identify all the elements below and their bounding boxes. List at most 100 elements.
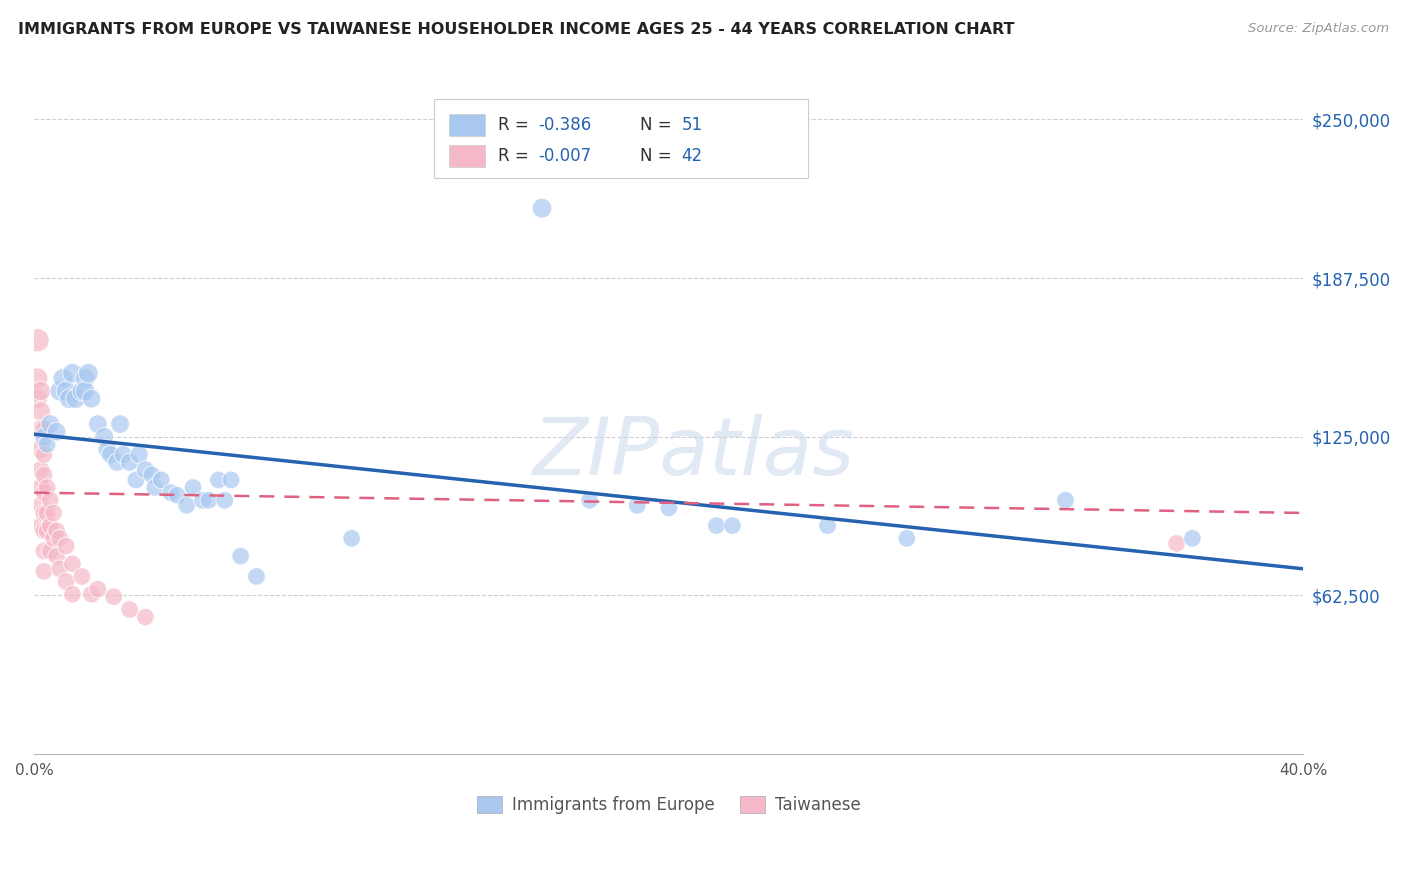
Text: 51: 51 xyxy=(682,117,703,135)
Point xyxy=(150,473,173,487)
Text: R =: R = xyxy=(498,146,533,165)
Text: -0.007: -0.007 xyxy=(538,146,592,165)
Point xyxy=(191,493,214,508)
Point xyxy=(721,518,744,533)
Point xyxy=(32,485,55,500)
Point xyxy=(1054,493,1077,508)
Point xyxy=(578,493,600,508)
Point xyxy=(219,473,242,487)
Point xyxy=(658,500,681,515)
Point xyxy=(340,532,363,546)
Point xyxy=(32,524,55,538)
Point xyxy=(35,437,58,451)
Point xyxy=(706,518,728,533)
Point xyxy=(58,392,80,406)
Point xyxy=(55,539,77,553)
Point xyxy=(39,417,62,431)
Point xyxy=(134,610,156,624)
Point xyxy=(27,392,49,406)
Point xyxy=(45,524,67,538)
Point xyxy=(30,404,52,418)
Point xyxy=(80,587,103,601)
Point xyxy=(70,569,93,583)
Point xyxy=(32,422,55,436)
Point xyxy=(112,448,135,462)
Point xyxy=(30,442,52,457)
Text: N =: N = xyxy=(640,146,676,165)
Point xyxy=(32,544,55,558)
Point xyxy=(27,333,49,347)
Legend: Immigrants from Europe, Taiwanese: Immigrants from Europe, Taiwanese xyxy=(477,797,860,814)
Point xyxy=(105,455,128,469)
Point xyxy=(87,417,110,431)
Point xyxy=(55,384,77,398)
Point xyxy=(49,384,72,398)
Point xyxy=(93,430,115,444)
Point xyxy=(30,518,52,533)
Point xyxy=(75,371,97,385)
Point xyxy=(245,569,267,583)
Point xyxy=(42,532,65,546)
Point xyxy=(62,587,84,601)
Point xyxy=(32,448,55,462)
Point xyxy=(65,392,87,406)
Point xyxy=(817,518,839,533)
Point xyxy=(1181,532,1204,546)
Point xyxy=(207,473,229,487)
Point xyxy=(181,481,204,495)
Point xyxy=(30,499,52,513)
Text: IMMIGRANTS FROM EUROPE VS TAIWANESE HOUSEHOLDER INCOME AGES 25 - 44 YEARS CORREL: IMMIGRANTS FROM EUROPE VS TAIWANESE HOUS… xyxy=(18,22,1015,37)
Point xyxy=(62,557,84,571)
Text: ZIPatlas: ZIPatlas xyxy=(533,414,855,491)
Text: R =: R = xyxy=(498,117,533,135)
Point xyxy=(70,384,93,398)
Point xyxy=(896,532,918,546)
Point xyxy=(32,565,55,579)
Text: 42: 42 xyxy=(682,146,703,165)
Point xyxy=(96,442,118,457)
Point xyxy=(143,481,166,495)
Point xyxy=(49,532,72,546)
Point xyxy=(125,473,148,487)
Point xyxy=(27,371,49,385)
Point xyxy=(134,463,156,477)
Point xyxy=(626,499,648,513)
Point xyxy=(35,481,58,495)
Point xyxy=(32,467,55,482)
Point xyxy=(214,493,236,508)
Point xyxy=(87,582,110,596)
Point xyxy=(35,506,58,520)
Point xyxy=(108,417,131,431)
Point xyxy=(32,430,55,444)
Point xyxy=(77,366,100,380)
Point xyxy=(166,488,188,502)
Text: Source: ZipAtlas.com: Source: ZipAtlas.com xyxy=(1249,22,1389,36)
Point xyxy=(103,590,125,604)
Point xyxy=(52,371,75,385)
Point xyxy=(80,392,103,406)
FancyBboxPatch shape xyxy=(450,114,485,136)
Point xyxy=(62,366,84,380)
Point xyxy=(30,481,52,495)
Point xyxy=(128,448,150,462)
Point xyxy=(118,602,141,616)
Point xyxy=(35,524,58,538)
Text: -0.386: -0.386 xyxy=(538,117,592,135)
Point xyxy=(32,506,55,520)
Point xyxy=(176,499,198,513)
Point xyxy=(39,518,62,533)
Point xyxy=(30,384,52,398)
FancyBboxPatch shape xyxy=(450,145,485,167)
Point xyxy=(45,549,67,563)
Point xyxy=(42,506,65,520)
Point xyxy=(141,467,163,482)
Point xyxy=(30,463,52,477)
Point xyxy=(75,384,97,398)
Point xyxy=(39,544,62,558)
Text: N =: N = xyxy=(640,117,676,135)
Point xyxy=(159,485,181,500)
Point xyxy=(100,448,122,462)
Point xyxy=(39,493,62,508)
FancyBboxPatch shape xyxy=(434,99,808,178)
Point xyxy=(1166,536,1188,550)
